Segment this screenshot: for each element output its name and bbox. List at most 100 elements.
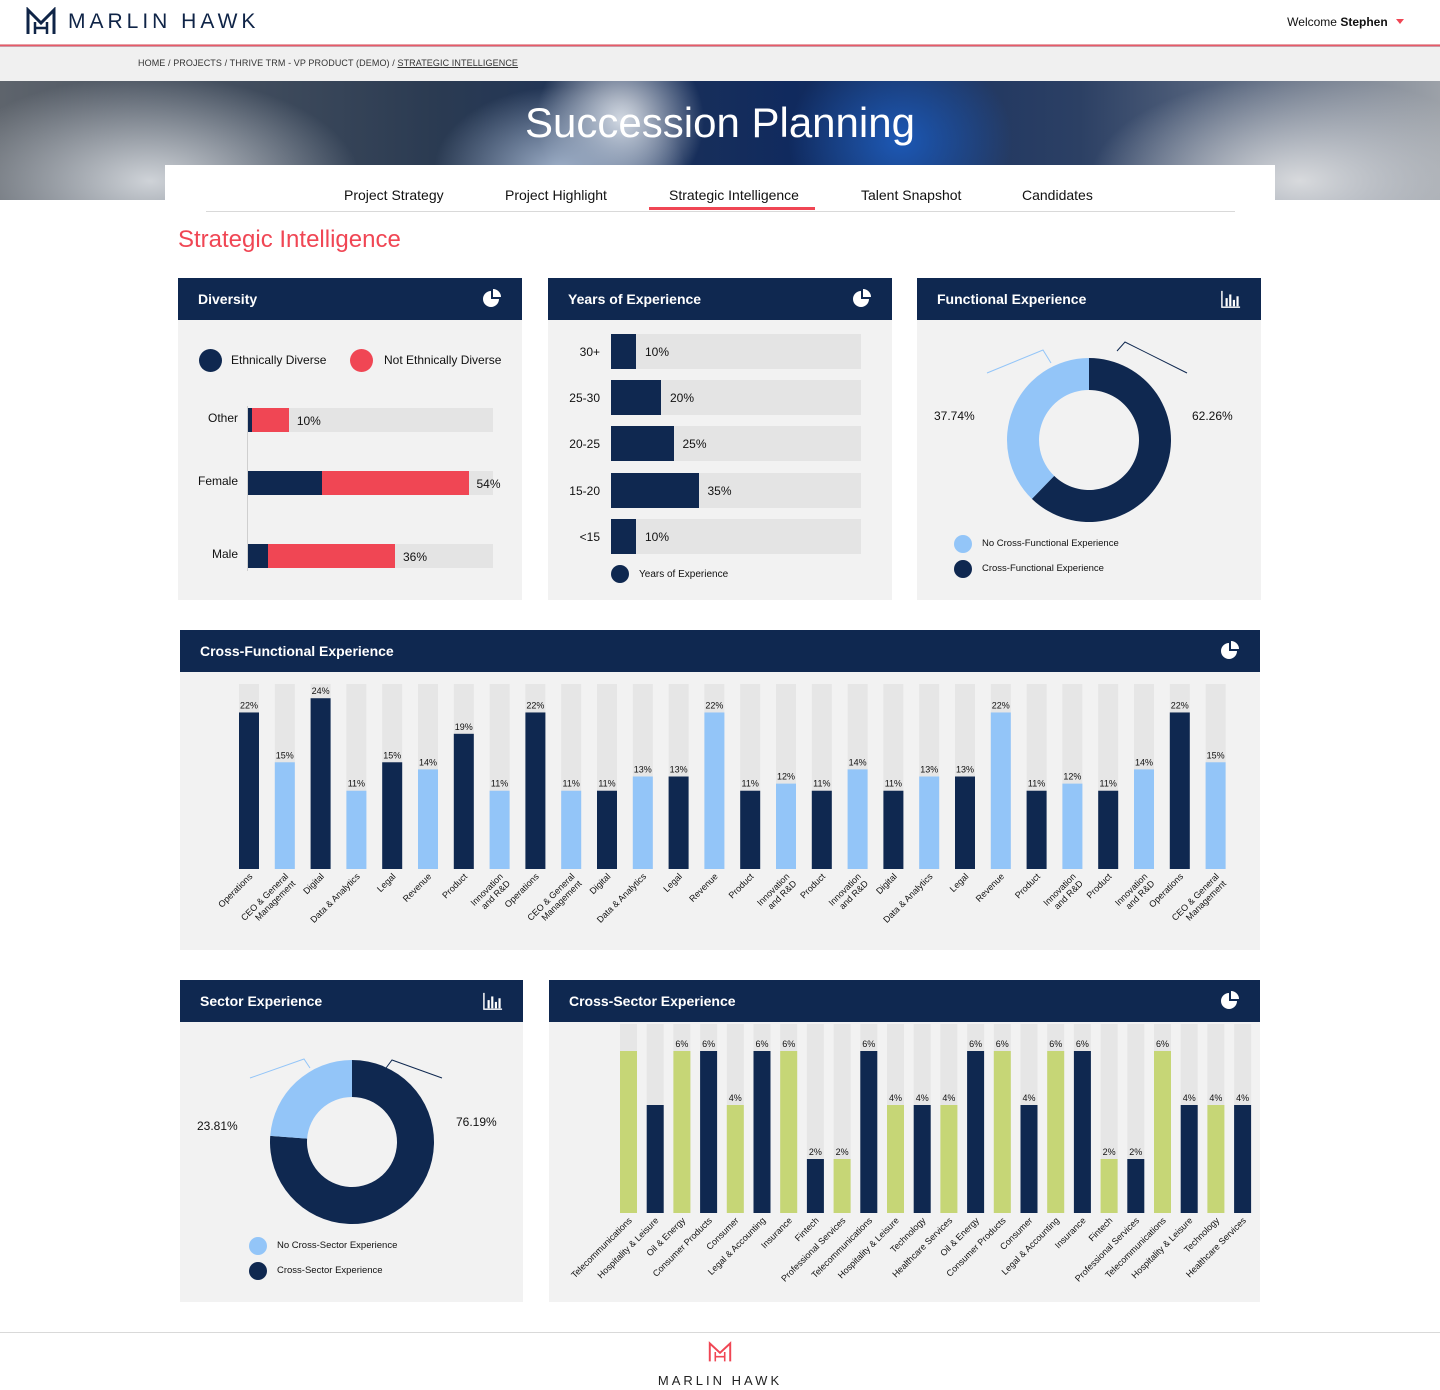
- bar: [887, 1105, 904, 1213]
- bar: [1062, 783, 1083, 869]
- bar-value-label: 15%: [1207, 750, 1225, 760]
- footer-logo-icon: [708, 1341, 732, 1362]
- bar-value: [611, 426, 674, 462]
- bar: [780, 1051, 798, 1213]
- bar: [913, 1105, 931, 1213]
- legend-label-not-diverse: Not Ethnically Diverse: [384, 353, 502, 367]
- bar-value: [611, 472, 699, 508]
- bar-value-label: 24%: [312, 686, 330, 696]
- category-label: Product: [1085, 871, 1114, 900]
- bar-not-diverse: [321, 471, 469, 495]
- bar: [860, 1051, 878, 1213]
- bar-value-label: 11%: [742, 779, 759, 789]
- legend-label-no-cross-functional: No Cross-Functional Experience: [982, 538, 1119, 549]
- breadcrumb-current[interactable]: STRATEGIC INTELLIGENCE: [397, 58, 519, 68]
- bar-chart-icon[interactable]: [1221, 289, 1241, 309]
- category-label: Other: [207, 411, 238, 425]
- bar: [453, 733, 474, 869]
- tab-talent-snapshot[interactable]: Talent Snapshot: [861, 187, 962, 203]
- bar-value-label: 13%: [670, 765, 688, 775]
- bar: [1100, 1159, 1118, 1213]
- bar-value-label: 6%: [862, 1039, 875, 1049]
- bar-value-label: 11%: [348, 779, 365, 789]
- bar: [883, 790, 904, 869]
- chevron-down-icon: [1396, 19, 1404, 24]
- bar: [620, 1051, 637, 1213]
- diversity-header: Diversity: [178, 278, 522, 320]
- bar: [1134, 769, 1154, 869]
- bar-value-label: 13%: [920, 765, 938, 775]
- marlin-hawk-logo-icon: [26, 7, 56, 34]
- cross-sector-title: Cross-Sector Experience: [569, 993, 736, 1009]
- category-label-line: Product: [440, 871, 469, 900]
- pie-chart-icon[interactable]: [482, 289, 502, 309]
- breadcrumb-trail[interactable]: HOME / PROJECTS / THRIVE TRM - VP PRODUC…: [138, 58, 398, 68]
- diversity-panel: Diversity Ethnically Diverse Not Ethnica…: [178, 278, 522, 600]
- bar-value-label: 6%: [1076, 1039, 1089, 1049]
- bar-value-label: 6%: [1049, 1039, 1062, 1049]
- bar-value-label: 14%: [1135, 757, 1153, 767]
- bar-value-label: 10%: [296, 414, 321, 428]
- bar: [726, 1105, 744, 1213]
- bar-value-label: 6%: [996, 1039, 1009, 1049]
- category-label: Male: [211, 547, 238, 561]
- slice-value-label: 76.19%: [456, 1115, 497, 1129]
- bar-value-label: 14%: [849, 757, 867, 767]
- category-label-line: Digital: [301, 871, 326, 896]
- bar-value-label: 22%: [240, 700, 258, 710]
- pie-chart-icon[interactable]: [1220, 641, 1240, 661]
- tab-strategic-intelligence[interactable]: Strategic Intelligence: [649, 187, 815, 210]
- bar: [955, 776, 975, 869]
- bar-value: [611, 380, 661, 416]
- category-label-line: Product: [1085, 871, 1114, 900]
- category-label: Legal: [375, 871, 398, 894]
- bar: [1180, 1105, 1198, 1213]
- axis-line: [247, 406, 248, 571]
- tab-project-highlight[interactable]: Project Highlight: [505, 187, 607, 203]
- legend-dot-no-cross-functional: [954, 535, 972, 553]
- bar-diverse: [248, 544, 269, 568]
- legend-label-diverse: Ethnically Diverse: [231, 353, 327, 367]
- brand-logo[interactable]: MARLIN HAWK: [26, 7, 259, 37]
- years-header: Years of Experience: [548, 278, 892, 320]
- bar: [1207, 1105, 1225, 1213]
- bar-value: [611, 518, 636, 554]
- bar: [919, 776, 940, 869]
- bar-value-label: 11%: [813, 779, 830, 789]
- category-label-line: Product: [727, 871, 756, 900]
- bar-value-label: 11%: [491, 779, 508, 789]
- tab-project-strategy[interactable]: Project Strategy: [344, 187, 444, 203]
- bar: [1026, 790, 1047, 869]
- years-panel: Years of Experience 30+ 10% 25-30 20% 20-25 2…: [548, 278, 892, 600]
- bar: [967, 1051, 985, 1213]
- bar-value-label: 10%: [645, 529, 670, 544]
- bar: [740, 790, 761, 869]
- bar-value-label: 13%: [634, 765, 652, 775]
- section-title: Strategic Intelligence: [178, 226, 401, 253]
- footer-brand: MARLIN HAWK: [657, 1373, 783, 1388]
- tabs-card: [165, 165, 1275, 213]
- page-heading: Succession Planning: [525, 99, 915, 146]
- bar-chart-icon[interactable]: [483, 991, 503, 1011]
- leader-line: [249, 1058, 311, 1079]
- bar: [1098, 790, 1119, 869]
- category-label: Operations: [503, 871, 542, 910]
- pie-chart-icon[interactable]: [1220, 991, 1240, 1011]
- bar: [632, 776, 653, 869]
- category-label-line: Operations: [1147, 871, 1186, 910]
- bar: [489, 790, 510, 869]
- category-label-line: Revenue: [401, 871, 434, 904]
- bar-value-label: 2%: [1103, 1147, 1116, 1157]
- bar-value-label: 10%: [645, 345, 670, 359]
- user-menu[interactable]: Welcome Stephen: [1287, 15, 1404, 29]
- bar-diverse: [248, 471, 322, 495]
- cross-functional-header: Cross-Functional Experience: [180, 630, 1260, 672]
- footer: MARLIN HAWK: [0, 1332, 1440, 1390]
- tab-candidates[interactable]: Candidates: [1022, 187, 1093, 203]
- category-label-line: Revenue: [687, 871, 720, 904]
- pie-chart-icon[interactable]: [852, 289, 872, 309]
- bar-not-diverse: [252, 408, 289, 432]
- bar: [418, 769, 438, 869]
- category-label: Digital: [301, 871, 326, 896]
